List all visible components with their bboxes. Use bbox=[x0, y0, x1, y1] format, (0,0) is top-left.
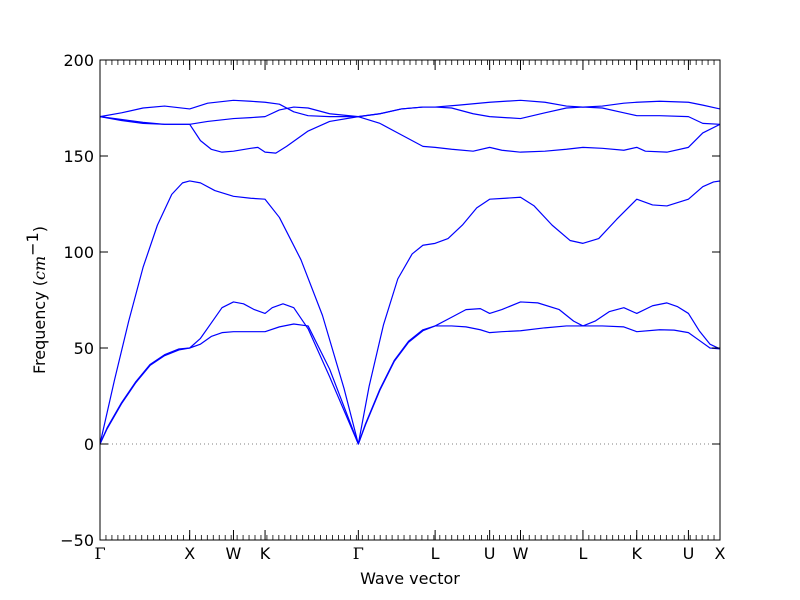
y-unit-exponent: −1 bbox=[23, 232, 42, 256]
plot-frame bbox=[99, 59, 721, 541]
dispersion-branch-1 bbox=[100, 323, 720, 445]
x-tick-label: Γ bbox=[353, 544, 364, 563]
x-tick-label: L bbox=[578, 544, 587, 563]
y-tick-label: −50 bbox=[60, 531, 94, 550]
dispersion-branch-4 bbox=[100, 116, 720, 154]
y-tick-label: 200 bbox=[63, 51, 94, 70]
x-tick-label: X bbox=[715, 544, 726, 563]
y-tick-label: 0 bbox=[84, 435, 94, 454]
x-tick-label: W bbox=[513, 544, 529, 563]
x-tick-label: X bbox=[184, 544, 195, 563]
y-tick-label: 150 bbox=[63, 147, 94, 166]
dispersion-branch-3 bbox=[100, 180, 720, 445]
y-unit-base: cm bbox=[30, 256, 49, 280]
x-tick-label: W bbox=[226, 544, 242, 563]
x-tick-label: K bbox=[260, 544, 271, 563]
y-axis-label: Frequency (cm−1) bbox=[23, 226, 49, 374]
x-tick-label: U bbox=[683, 544, 695, 563]
dispersion-branch-6 bbox=[100, 99, 720, 118]
x-tick-label: K bbox=[632, 544, 643, 563]
x-axis-label: Wave vector bbox=[360, 569, 460, 588]
y-tick-label: 100 bbox=[63, 243, 94, 262]
x-tick-label: U bbox=[484, 544, 496, 563]
dispersion-branch-2 bbox=[100, 301, 720, 445]
dispersion-branch-5 bbox=[100, 106, 720, 125]
y-tick-label: 50 bbox=[74, 339, 94, 358]
axis-ticks bbox=[99, 59, 721, 541]
x-tick-label: Γ bbox=[94, 544, 105, 563]
x-tick-label: L bbox=[431, 544, 440, 563]
dispersion-curves bbox=[100, 99, 720, 445]
